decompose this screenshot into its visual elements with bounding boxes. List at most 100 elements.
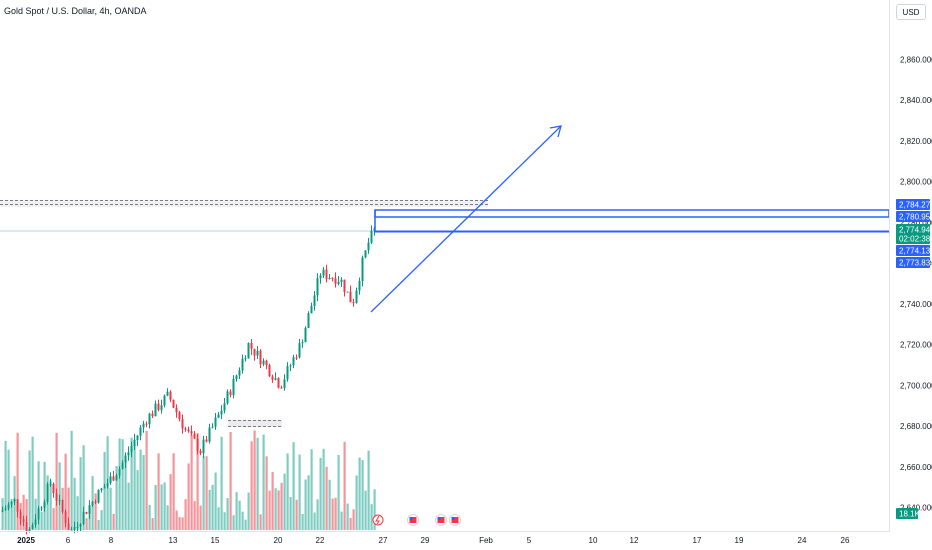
volume-bar [349,517,352,530]
time-axis[interactable]: 2025 6 8 13 15 20 22 27 29 Feb 5 10 12 17 19 24 26 [0,531,889,546]
price-tag-background [896,245,930,256]
volume-bar [73,477,76,530]
trend-arrow-head[interactable] [549,125,562,138]
candle-body [352,302,355,304]
candle-body [211,426,214,428]
volume-bar [289,497,292,530]
candle-body [226,391,229,404]
volume-bar [238,500,241,530]
candle-body [7,504,10,509]
volume-bar [178,517,181,530]
candle-body [13,499,16,502]
candle-body [106,483,109,487]
volume-bar [127,482,130,530]
price-tick-label: 2,820.000 [900,137,932,146]
candle-body [148,413,151,425]
volume-bar [118,438,121,530]
candle-body [259,350,262,365]
volume-bar [301,513,304,530]
volume-bar [217,507,220,530]
candle-body [166,391,169,396]
price-tag[interactable]: 2,774.134 [896,245,932,256]
candle-body [238,370,241,376]
candle-body [286,366,289,380]
candle-body [109,476,112,484]
currency-button[interactable]: USD [896,4,926,20]
candle-body [91,501,94,506]
volume-bar [361,460,364,530]
volume-bar [211,484,214,530]
candle-body [322,269,325,276]
candle-body [235,375,238,379]
volume-bar [208,489,211,530]
resistance-zone[interactable] [0,200,488,207]
blue-rectangle-zone[interactable] [374,209,890,218]
support-zone[interactable] [228,420,282,427]
price-tag[interactable]: 2,784.279 [896,199,932,210]
volume-bar [163,482,166,530]
price-tag[interactable]: 2,780.951 [896,211,932,222]
candle-body [112,476,115,481]
price-tick-label: 2,700.000 [900,381,932,390]
candle-body [43,501,46,508]
price-axis[interactable]: 2,860.000 2,840.000 2,820.000 2,800.000 2,78… [889,0,932,532]
drawings[interactable] [0,125,890,427]
price-tag-background [896,211,930,222]
candle-body [307,313,310,328]
volume-bar [298,454,301,530]
volume-bar [304,479,307,530]
price-tag[interactable]: 2,773.834 [896,257,932,268]
flash-event-icon[interactable] [372,514,384,526]
candle-body [337,281,340,284]
volume-bar [157,453,160,530]
candle-body [94,501,97,503]
candle-body [169,391,172,400]
candle-body [310,305,313,314]
volume-bar [310,449,313,530]
candlesticks [1,225,376,535]
candle-body [1,510,4,512]
event-markers[interactable] [372,514,461,526]
candle-body [88,505,91,514]
candle-body [355,290,358,304]
volume-bar [133,445,136,530]
candle-body [76,526,79,528]
price-tick-label: 2,720.000 [900,341,932,350]
volume-bar [313,512,316,530]
volume-bar [103,451,106,530]
volume-bar [346,503,349,530]
time-tick-label: 10 [589,536,598,545]
candle-body [49,483,52,485]
volume-tag: 18.1K [896,508,921,519]
candle-body [34,519,37,525]
volume-bar [175,510,178,530]
price-tick-label: 2,680.000 [900,422,932,431]
volume-bar [199,505,202,530]
candle-body [256,350,259,356]
volume-bar [115,465,118,530]
price-tick-label: 2,840.000 [900,96,932,105]
volume-bar [40,511,43,530]
candle-body [124,455,127,463]
candle-body [364,250,367,258]
candle-body [175,407,178,413]
candle-body [247,343,250,359]
volume-bar [160,484,163,530]
flag-canton [409,517,413,520]
candle-body [253,348,256,356]
trend-arrow-line[interactable] [370,126,561,313]
volume-bar [94,493,97,530]
volume-bar [328,479,331,530]
candle-body [178,412,181,420]
candle-body [304,327,307,343]
volume-bar [16,432,19,530]
candle-body [187,429,190,432]
candle-body [184,428,187,430]
candle-body [367,242,370,251]
candle-body [241,358,244,371]
price-tick-label: 2,780.000 [900,218,932,227]
time-tick-label: Feb [479,536,493,545]
candle-body [262,360,265,365]
